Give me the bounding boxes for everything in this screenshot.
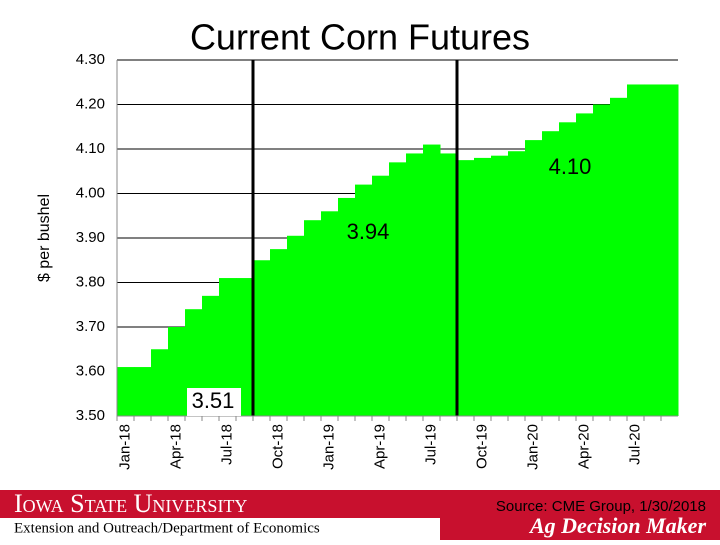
y-tick-label: 3.60 (76, 362, 105, 379)
footer-source: Source: CME Group, 1/30/2018 (496, 498, 706, 515)
x-tick-label: Jan-19 (320, 424, 337, 470)
step-bar (372, 175, 390, 416)
step-bar (525, 140, 543, 416)
x-tick-label: Jul-20 (626, 424, 643, 465)
step-bar (542, 131, 560, 416)
y-tick-label: 4.20 (76, 95, 105, 112)
x-tick-label: Jan-18 (116, 424, 133, 470)
step-bar (202, 295, 220, 416)
step-bar (219, 278, 237, 416)
x-tick-label: Jul-19 (422, 424, 439, 465)
x-tick-label: Oct-18 (269, 424, 286, 469)
step-bar (576, 113, 594, 417)
step-bar (168, 327, 186, 416)
step-bar (406, 153, 424, 416)
annotation: 3.51 (192, 388, 235, 413)
step-bar (559, 122, 577, 417)
step-bar (644, 84, 662, 416)
footer-strip (0, 518, 440, 540)
step-bar (508, 151, 526, 416)
y-tick-label: 3.70 (76, 318, 105, 335)
y-tick-label: 4.30 (76, 51, 105, 68)
annotation-box (187, 388, 241, 416)
x-tick-label: Apr-18 (167, 424, 184, 469)
step-bar (627, 84, 645, 416)
step-bar (117, 367, 135, 416)
y-tick-label: 3.80 (76, 273, 105, 290)
step-bar (304, 220, 322, 416)
x-tick-label: Apr-20 (575, 424, 592, 469)
step-bar (440, 153, 458, 416)
step-bar (661, 84, 679, 416)
step-bar (236, 278, 254, 416)
step-bar (610, 97, 628, 416)
x-tick-label: Jan-20 (524, 424, 541, 470)
step-bar (287, 235, 305, 416)
chart-title: Current Corn Futures (190, 17, 530, 58)
step-bar (151, 349, 169, 416)
x-tick-label: Oct-19 (473, 424, 490, 469)
step-bar (338, 197, 356, 416)
x-tick-label: Apr-19 (371, 424, 388, 469)
step-bar (270, 249, 288, 416)
step-bar (389, 162, 407, 416)
footer-university: Iowa State University (14, 489, 247, 518)
step-bar (491, 155, 509, 417)
y-tick-label: 4.10 (76, 140, 105, 157)
annotation: 4.10 (549, 154, 592, 179)
step-bar (474, 157, 492, 416)
annotation: 3.94 (347, 219, 390, 244)
y-tick-label: 3.90 (76, 229, 105, 246)
step-bar (423, 144, 441, 417)
step-bar (457, 160, 475, 416)
y-tick-label: 3.50 (76, 407, 105, 424)
footer-brand: Ag Decision Maker (528, 513, 706, 538)
step-bar (134, 367, 152, 416)
step-bar (321, 211, 339, 416)
step-bar (253, 260, 271, 416)
footer-department: Extension and Outreach/Department of Eco… (14, 520, 320, 536)
x-tick-label: Jul-18 (218, 424, 235, 465)
annotation-box (338, 219, 398, 247)
y-axis-label: $ per bushel (36, 194, 53, 282)
y-tick-label: 4.00 (76, 184, 105, 201)
step-bar (593, 104, 611, 416)
